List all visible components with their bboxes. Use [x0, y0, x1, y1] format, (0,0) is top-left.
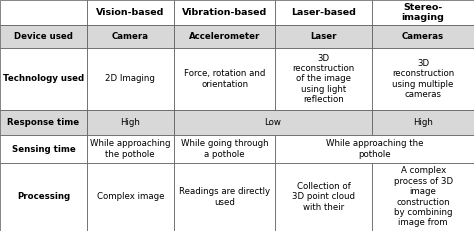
Bar — [87, 25, 173, 48]
Text: Sensing time: Sensing time — [11, 145, 75, 154]
Bar — [87, 163, 173, 231]
Text: While approaching
the pothole: While approaching the pothole — [90, 139, 171, 159]
Bar — [0, 25, 87, 48]
Bar — [275, 135, 474, 163]
Bar — [87, 110, 173, 135]
Text: High: High — [413, 118, 433, 127]
Text: Readings are directly
used: Readings are directly used — [179, 187, 270, 207]
Text: Laser: Laser — [310, 32, 337, 41]
Bar — [173, 135, 275, 163]
Bar — [173, 48, 275, 110]
Bar — [0, 135, 87, 163]
Text: Complex image: Complex image — [97, 192, 164, 201]
Text: Camera: Camera — [112, 32, 149, 41]
Bar — [173, 110, 372, 135]
Bar — [372, 48, 474, 110]
Text: Stereo-
imaging: Stereo- imaging — [401, 3, 445, 22]
Bar — [275, 0, 372, 25]
Text: 3D
reconstruction
using multiple
cameras: 3D reconstruction using multiple cameras — [392, 59, 454, 99]
Text: Force, rotation and
orientation: Force, rotation and orientation — [184, 69, 265, 89]
Text: Low: Low — [264, 118, 282, 127]
Text: Response time: Response time — [8, 118, 80, 127]
Bar — [0, 110, 87, 135]
Bar — [173, 25, 275, 48]
Text: High: High — [120, 118, 140, 127]
Bar — [87, 135, 173, 163]
Bar — [275, 48, 372, 110]
Bar — [372, 0, 474, 25]
Bar — [0, 48, 87, 110]
Bar — [173, 163, 275, 231]
Bar — [87, 48, 173, 110]
Text: Processing: Processing — [17, 192, 70, 201]
Text: A complex
process of 3D
image
construction
by combining
image from: A complex process of 3D image constructi… — [393, 167, 453, 228]
Text: Collection of
3D point cloud
with their: Collection of 3D point cloud with their — [292, 182, 356, 212]
Text: Technology used: Technology used — [3, 74, 84, 83]
Text: 2D Imaging: 2D Imaging — [105, 74, 155, 83]
Text: Device used: Device used — [14, 32, 73, 41]
Bar — [372, 163, 474, 231]
Bar — [173, 0, 275, 25]
Bar — [275, 163, 372, 231]
Bar — [372, 110, 474, 135]
Text: Vision-based: Vision-based — [96, 8, 164, 17]
Text: 3D
reconstruction
of the image
using light
reflection: 3D reconstruction of the image using lig… — [293, 54, 355, 104]
Text: Laser-based: Laser-based — [292, 8, 356, 17]
Bar — [372, 25, 474, 48]
Bar — [0, 0, 87, 25]
Text: While going through
a pothole: While going through a pothole — [181, 139, 268, 159]
Text: Vibration-based: Vibration-based — [182, 8, 267, 17]
Bar — [0, 163, 87, 231]
Text: Accelerometer: Accelerometer — [189, 32, 260, 41]
Text: While approaching the
pothole: While approaching the pothole — [326, 139, 423, 159]
Text: Cameras: Cameras — [402, 32, 444, 41]
Bar — [275, 25, 372, 48]
Bar — [87, 0, 173, 25]
